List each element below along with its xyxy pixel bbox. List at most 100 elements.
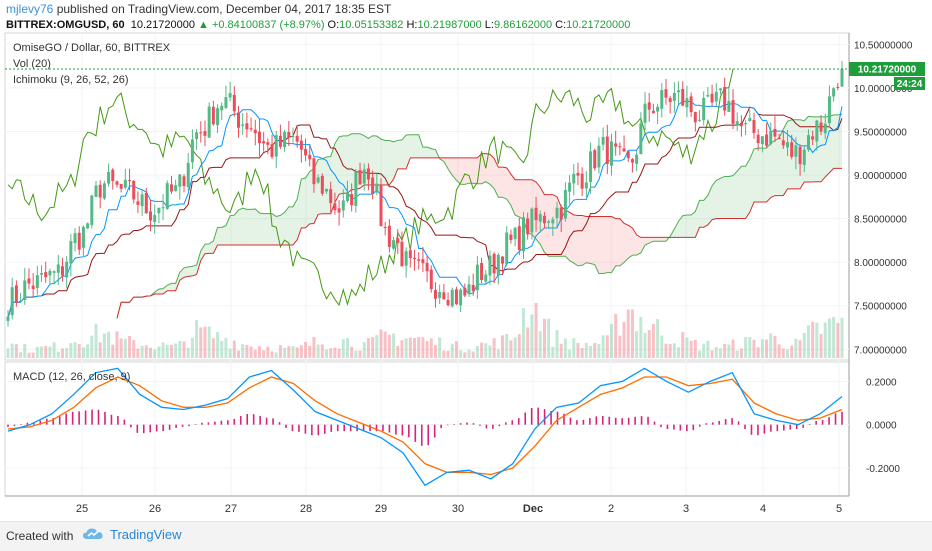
cloud-segment: [720, 176, 724, 218]
volume-bar: [413, 338, 416, 358]
candle-body: [505, 232, 508, 264]
candle-body: [824, 124, 827, 133]
macd-histogram-bar: [343, 425, 345, 432]
candle-body: [627, 151, 630, 158]
candle-body: [794, 145, 797, 156]
candle-body: [262, 141, 265, 143]
volume-bar: [409, 338, 412, 358]
macd-histogram-bar: [479, 425, 481, 426]
volume-bar: [618, 336, 621, 358]
volume-bar: [40, 347, 43, 358]
macd-histogram-bar: [583, 420, 585, 425]
cloud-segment: [574, 215, 578, 266]
macd-histogram-bar: [233, 419, 235, 425]
volume-bar: [472, 351, 475, 358]
cloud-segment: [716, 178, 720, 218]
cloud-segment: [259, 213, 263, 245]
volume-bar: [178, 341, 181, 358]
volume-bar: [639, 317, 642, 358]
candle-body: [40, 273, 43, 275]
macd-histogram-bar: [156, 425, 158, 432]
chart-canvas[interactable]: 10.5000000010.000000009.500000009.000000…: [0, 0, 932, 521]
candle-body: [145, 193, 148, 213]
volume-bar: [715, 347, 718, 358]
volume-bar: [514, 337, 517, 358]
volume-bar: [740, 349, 743, 358]
candle-body: [32, 286, 35, 289]
macd-histogram-bar: [91, 410, 93, 425]
macd-histogram-bar: [654, 422, 656, 425]
volume-bar: [627, 310, 630, 358]
macd-histogram-bar: [78, 411, 80, 424]
macd-histogram-bar: [111, 415, 113, 425]
volume-bar: [132, 340, 135, 358]
candle-body: [752, 120, 755, 133]
cloud-segment: [616, 219, 620, 266]
macd-tick-label: 0.0000: [866, 421, 897, 432]
candle-body: [681, 89, 684, 106]
candle-body: [434, 290, 437, 299]
candle-body: [317, 177, 320, 182]
macd-histogram-bar: [130, 425, 132, 428]
candle-body: [359, 170, 362, 184]
macd-histogram-bar: [137, 425, 139, 433]
volume-bar: [652, 324, 655, 358]
volume-bar: [547, 319, 550, 358]
candle-body: [652, 111, 655, 113]
macd-histogram-bar: [693, 425, 695, 430]
cloud-segment: [264, 214, 268, 245]
candle-body: [392, 240, 395, 249]
macd-histogram-bar: [718, 421, 720, 425]
macd-histogram-bar: [712, 422, 714, 424]
macd-histogram-bar: [511, 420, 513, 424]
volume-bar: [166, 345, 169, 358]
volume-bar: [509, 340, 512, 358]
candle-body: [409, 250, 412, 258]
tradingview-brand[interactable]: TradingView: [82, 526, 182, 542]
candle-body: [597, 146, 600, 168]
cloud-segment: [465, 158, 469, 185]
candle-body: [593, 150, 596, 168]
candle-body: [304, 149, 307, 155]
volume-bar: [522, 308, 525, 358]
candle-body: [530, 209, 533, 233]
candle-body: [124, 180, 127, 188]
candle-body: [199, 132, 202, 133]
volume-bar: [706, 341, 709, 358]
candle-body: [669, 98, 672, 102]
volume-bar: [233, 340, 236, 358]
volume-bar: [237, 351, 240, 358]
candle-body: [367, 168, 370, 179]
volume-bar: [325, 349, 328, 358]
macd-histogram-bar: [667, 425, 669, 429]
macd-histogram-bar: [104, 412, 106, 425]
candle-body: [660, 90, 663, 109]
macd-histogram-bar: [65, 413, 67, 424]
candle-body: [120, 184, 123, 189]
cloud-segment: [452, 158, 456, 180]
candle-body: [342, 200, 345, 210]
volume-bar: [593, 343, 596, 358]
volume-bar: [350, 347, 353, 358]
macd-histogram-bar: [473, 423, 475, 424]
macd-tick-label: -0.2000: [866, 464, 900, 475]
candle-body: [828, 96, 831, 123]
macd-histogram-bar: [318, 425, 320, 436]
cloud-segment: [674, 221, 678, 237]
candle-body: [610, 141, 613, 165]
volume-bar: [535, 303, 538, 358]
candle-body: [493, 254, 496, 274]
candle-body: [149, 211, 152, 220]
candle-body: [363, 169, 366, 183]
volume-bar: [677, 347, 680, 358]
cloud-segment: [553, 195, 557, 257]
volume-bar: [74, 342, 77, 358]
volume-bar: [576, 343, 579, 358]
volume-bar: [367, 338, 370, 358]
cloud-segment: [691, 212, 695, 238]
volume-bar: [11, 344, 14, 358]
volume-bar: [258, 346, 261, 358]
candle-body: [631, 159, 634, 162]
candle-body: [19, 301, 22, 302]
candle-body: [690, 96, 693, 112]
